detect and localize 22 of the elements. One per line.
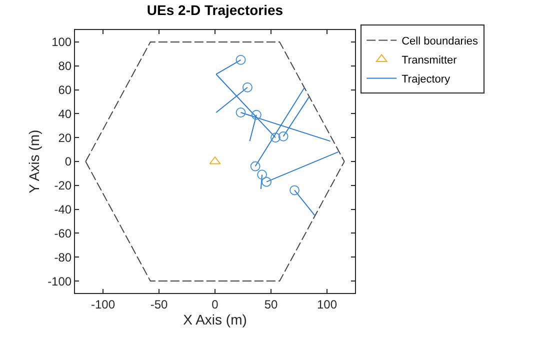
legend-label: Transmitter <box>402 54 458 67</box>
y-tick-label: 20 <box>58 130 72 145</box>
y-tick-label: 80 <box>58 59 72 74</box>
y-tick-label: 60 <box>58 82 72 97</box>
x-tick-label: 50 <box>264 297 278 312</box>
y-tick-label: -20 <box>54 178 72 193</box>
y-tick-label: 100 <box>52 35 72 50</box>
y-tick-label: -100 <box>48 274 72 288</box>
chart-title: UEs 2-D Trajectories <box>146 2 284 18</box>
y-tick-label: -80 <box>54 250 72 264</box>
legend-label: Trajectory <box>402 74 451 86</box>
y-tick-label: -60 <box>54 226 72 240</box>
x-tick-label: -100 <box>90 297 116 312</box>
y-tick-label: -40 <box>54 202 72 217</box>
x-tick-label: -50 <box>150 297 168 312</box>
x-tick-label: 0 <box>212 297 219 312</box>
y-tick-label: 0 <box>64 154 72 169</box>
y-tick-label: 40 <box>58 106 72 121</box>
y-axis-title: Y Axis (m) <box>26 130 42 194</box>
x-tick-label: 100 <box>316 297 338 312</box>
x-axis-title: X Axis (m) <box>183 312 247 328</box>
legend-label: Cell boundaries <box>402 36 479 48</box>
